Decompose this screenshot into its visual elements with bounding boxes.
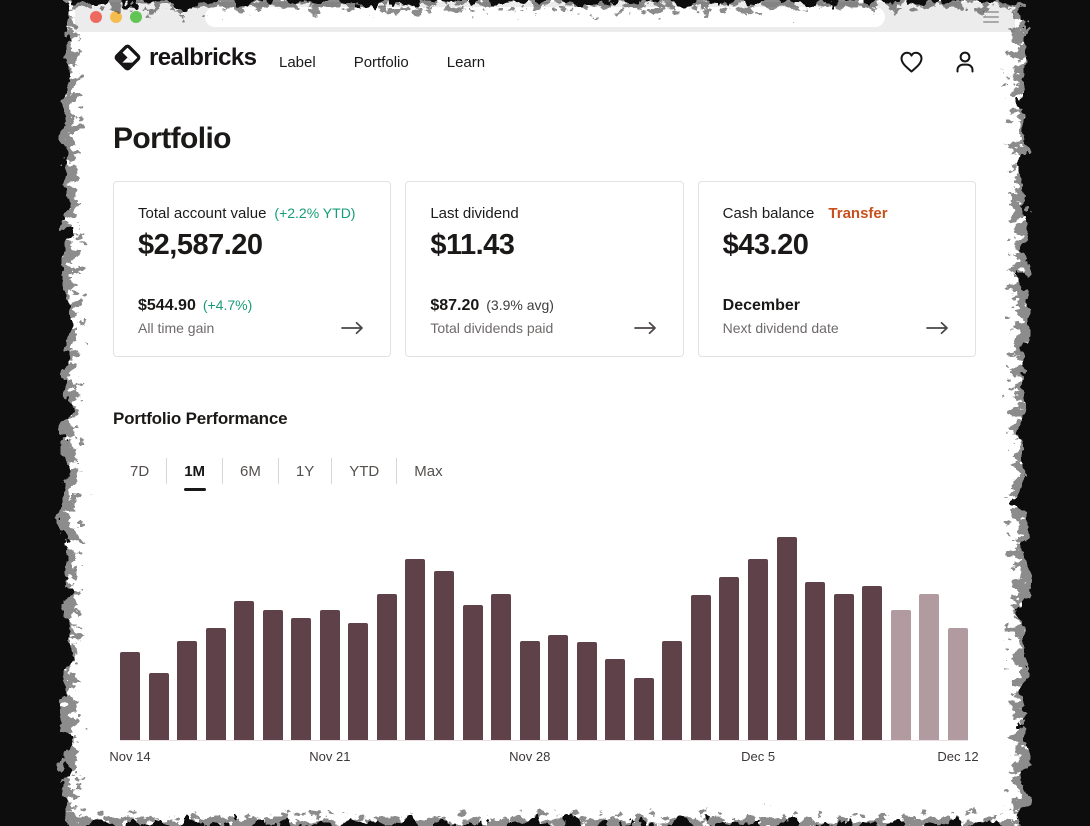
bar[interactable] — [833, 594, 854, 740]
bar[interactable] — [291, 618, 312, 740]
bar[interactable] — [633, 678, 654, 740]
bar[interactable] — [348, 623, 369, 740]
bar[interactable] — [748, 559, 769, 740]
bar[interactable] — [776, 537, 797, 740]
nav-item-portfolio[interactable]: Portfolio — [353, 53, 409, 71]
bar[interactable] — [262, 610, 283, 740]
header-icons — [898, 32, 977, 92]
all-time-gain-badge: (+4.7%) — [202, 297, 253, 313]
ytd-change-badge: (+2.2% YTD) — [274, 205, 356, 221]
tab-1m[interactable]: 1M — [167, 463, 222, 480]
x-axis-tick: Dec 5 — [741, 749, 776, 764]
bar-chart — [120, 529, 968, 741]
bar[interactable] — [890, 610, 911, 740]
bar[interactable] — [376, 594, 397, 740]
user-icon[interactable] — [953, 49, 977, 75]
bar[interactable] — [519, 641, 540, 740]
x-axis-tick: Dec 12 — [937, 749, 979, 764]
card-caption: All time gain — [138, 320, 215, 336]
heart-icon[interactable] — [898, 49, 925, 75]
bar[interactable] — [690, 595, 711, 740]
arrow-right-icon[interactable] — [633, 321, 659, 335]
brand[interactable]: realbricks — [113, 43, 257, 72]
tab-divider — [222, 458, 224, 484]
tab-max[interactable]: Max — [414, 462, 443, 480]
bar[interactable] — [548, 635, 569, 740]
all-time-gain-value: $544.90 — [138, 297, 196, 314]
tab-divider — [396, 458, 398, 484]
bar[interactable] — [862, 586, 883, 740]
minimize-window-button[interactable] — [110, 11, 122, 23]
bar[interactable] — [805, 582, 826, 740]
total-dividends-value: $87.20 — [430, 297, 480, 314]
bar[interactable] — [491, 594, 512, 740]
range-tabs: 7D 1M 6M 1Y YTD Max — [113, 454, 460, 488]
card-caption: Total dividends paid — [430, 320, 554, 336]
bar[interactable] — [205, 628, 226, 740]
close-window-button[interactable] — [90, 11, 102, 23]
card-caption: Next dividend date — [722, 320, 839, 336]
cash-balance-value: $43.20 — [722, 229, 809, 261]
bar[interactable] — [576, 642, 597, 740]
card-total-account-value: Total account value (+2.2% YTD) $2,587.2… — [113, 181, 392, 357]
traffic-lights — [90, 11, 142, 23]
bar[interactable] — [605, 659, 626, 740]
card-label: Cash balance — [722, 205, 815, 222]
card-label: Last dividend — [430, 205, 519, 222]
tab-divider — [277, 458, 279, 484]
bar[interactable] — [319, 610, 340, 740]
realbricks-logo-icon — [114, 44, 141, 71]
bar[interactable] — [462, 605, 483, 740]
x-axis: Nov 14 Nov 21 Nov 28 Dec 5 Dec 12 — [109, 749, 978, 769]
bar[interactable] — [919, 594, 940, 740]
tab-divider — [331, 458, 333, 484]
card-label: Total account value — [138, 205, 267, 222]
tab-1y[interactable]: 1Y — [295, 462, 315, 480]
x-axis-tick: Nov 21 — [309, 749, 351, 764]
page-title: Portfolio — [113, 122, 232, 155]
last-dividend-value: $11.43 — [430, 229, 515, 261]
bar[interactable] — [234, 601, 255, 740]
browser-chrome — [75, 2, 1015, 32]
total-account-value: $2,587.20 — [138, 229, 263, 261]
nav-item-label[interactable]: Label — [279, 53, 316, 71]
arrow-right-icon[interactable] — [340, 321, 366, 335]
bar[interactable] — [434, 571, 455, 740]
tab-7d[interactable]: 7D — [130, 462, 150, 480]
card-last-dividend: Last dividend $11.43 $87.20 (3.9% avg) T… — [405, 181, 684, 357]
bar[interactable] — [662, 641, 683, 740]
bar[interactable] — [120, 652, 140, 740]
bar[interactable] — [177, 641, 198, 740]
hamburger-icon[interactable] — [983, 11, 999, 23]
zoom-window-button[interactable] — [130, 11, 142, 23]
brand-wordmark: realbricks — [149, 43, 257, 71]
tab-6m[interactable]: 6M — [240, 462, 261, 480]
avg-dividend-badge: (3.9% avg) — [486, 297, 554, 313]
tab-ytd[interactable]: YTD — [349, 462, 380, 480]
summary-cards: Total account value (+2.2% YTD) $2,587.2… — [113, 181, 976, 357]
next-dividend-month: December — [722, 297, 801, 314]
browser-window: realbricks Label Portfolio Learn Portfol… — [75, 2, 1015, 826]
bar[interactable] — [947, 628, 968, 740]
bar[interactable] — [405, 559, 426, 740]
x-axis-tick: Nov 14 — [109, 749, 151, 764]
card-cash-balance: Cash balance Transfer $43.20 December Ne… — [697, 181, 976, 357]
bar[interactable] — [719, 577, 740, 740]
app-header: realbricks Label Portfolio Learn — [75, 32, 1015, 92]
performance-section-title: Portfolio Performance — [113, 409, 288, 428]
bar[interactable] — [148, 673, 169, 740]
arrow-right-icon[interactable] — [925, 321, 951, 335]
main-nav: Label Portfolio Learn — [279, 32, 485, 92]
nav-item-learn[interactable]: Learn — [446, 53, 486, 71]
x-axis-tick: Nov 28 — [509, 749, 551, 764]
performance-chart: Nov 14 Nov 21 Nov 28 Dec 5 Dec 12 — [109, 529, 979, 769]
url-bar[interactable] — [205, 7, 885, 27]
transfer-link[interactable]: Transfer — [828, 205, 888, 222]
